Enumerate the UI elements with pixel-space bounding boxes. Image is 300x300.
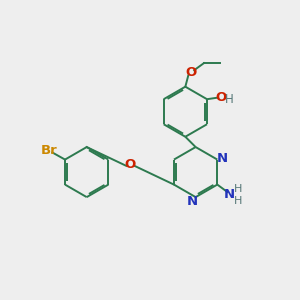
Text: H: H — [234, 196, 243, 206]
Text: O: O — [185, 66, 196, 79]
Text: N: N — [187, 195, 198, 208]
Text: N: N — [224, 188, 235, 201]
Text: Br: Br — [40, 144, 57, 157]
Text: O: O — [215, 91, 226, 104]
Text: H: H — [225, 93, 234, 106]
Text: N: N — [217, 152, 228, 165]
Text: H: H — [234, 184, 243, 194]
Text: O: O — [125, 158, 136, 171]
